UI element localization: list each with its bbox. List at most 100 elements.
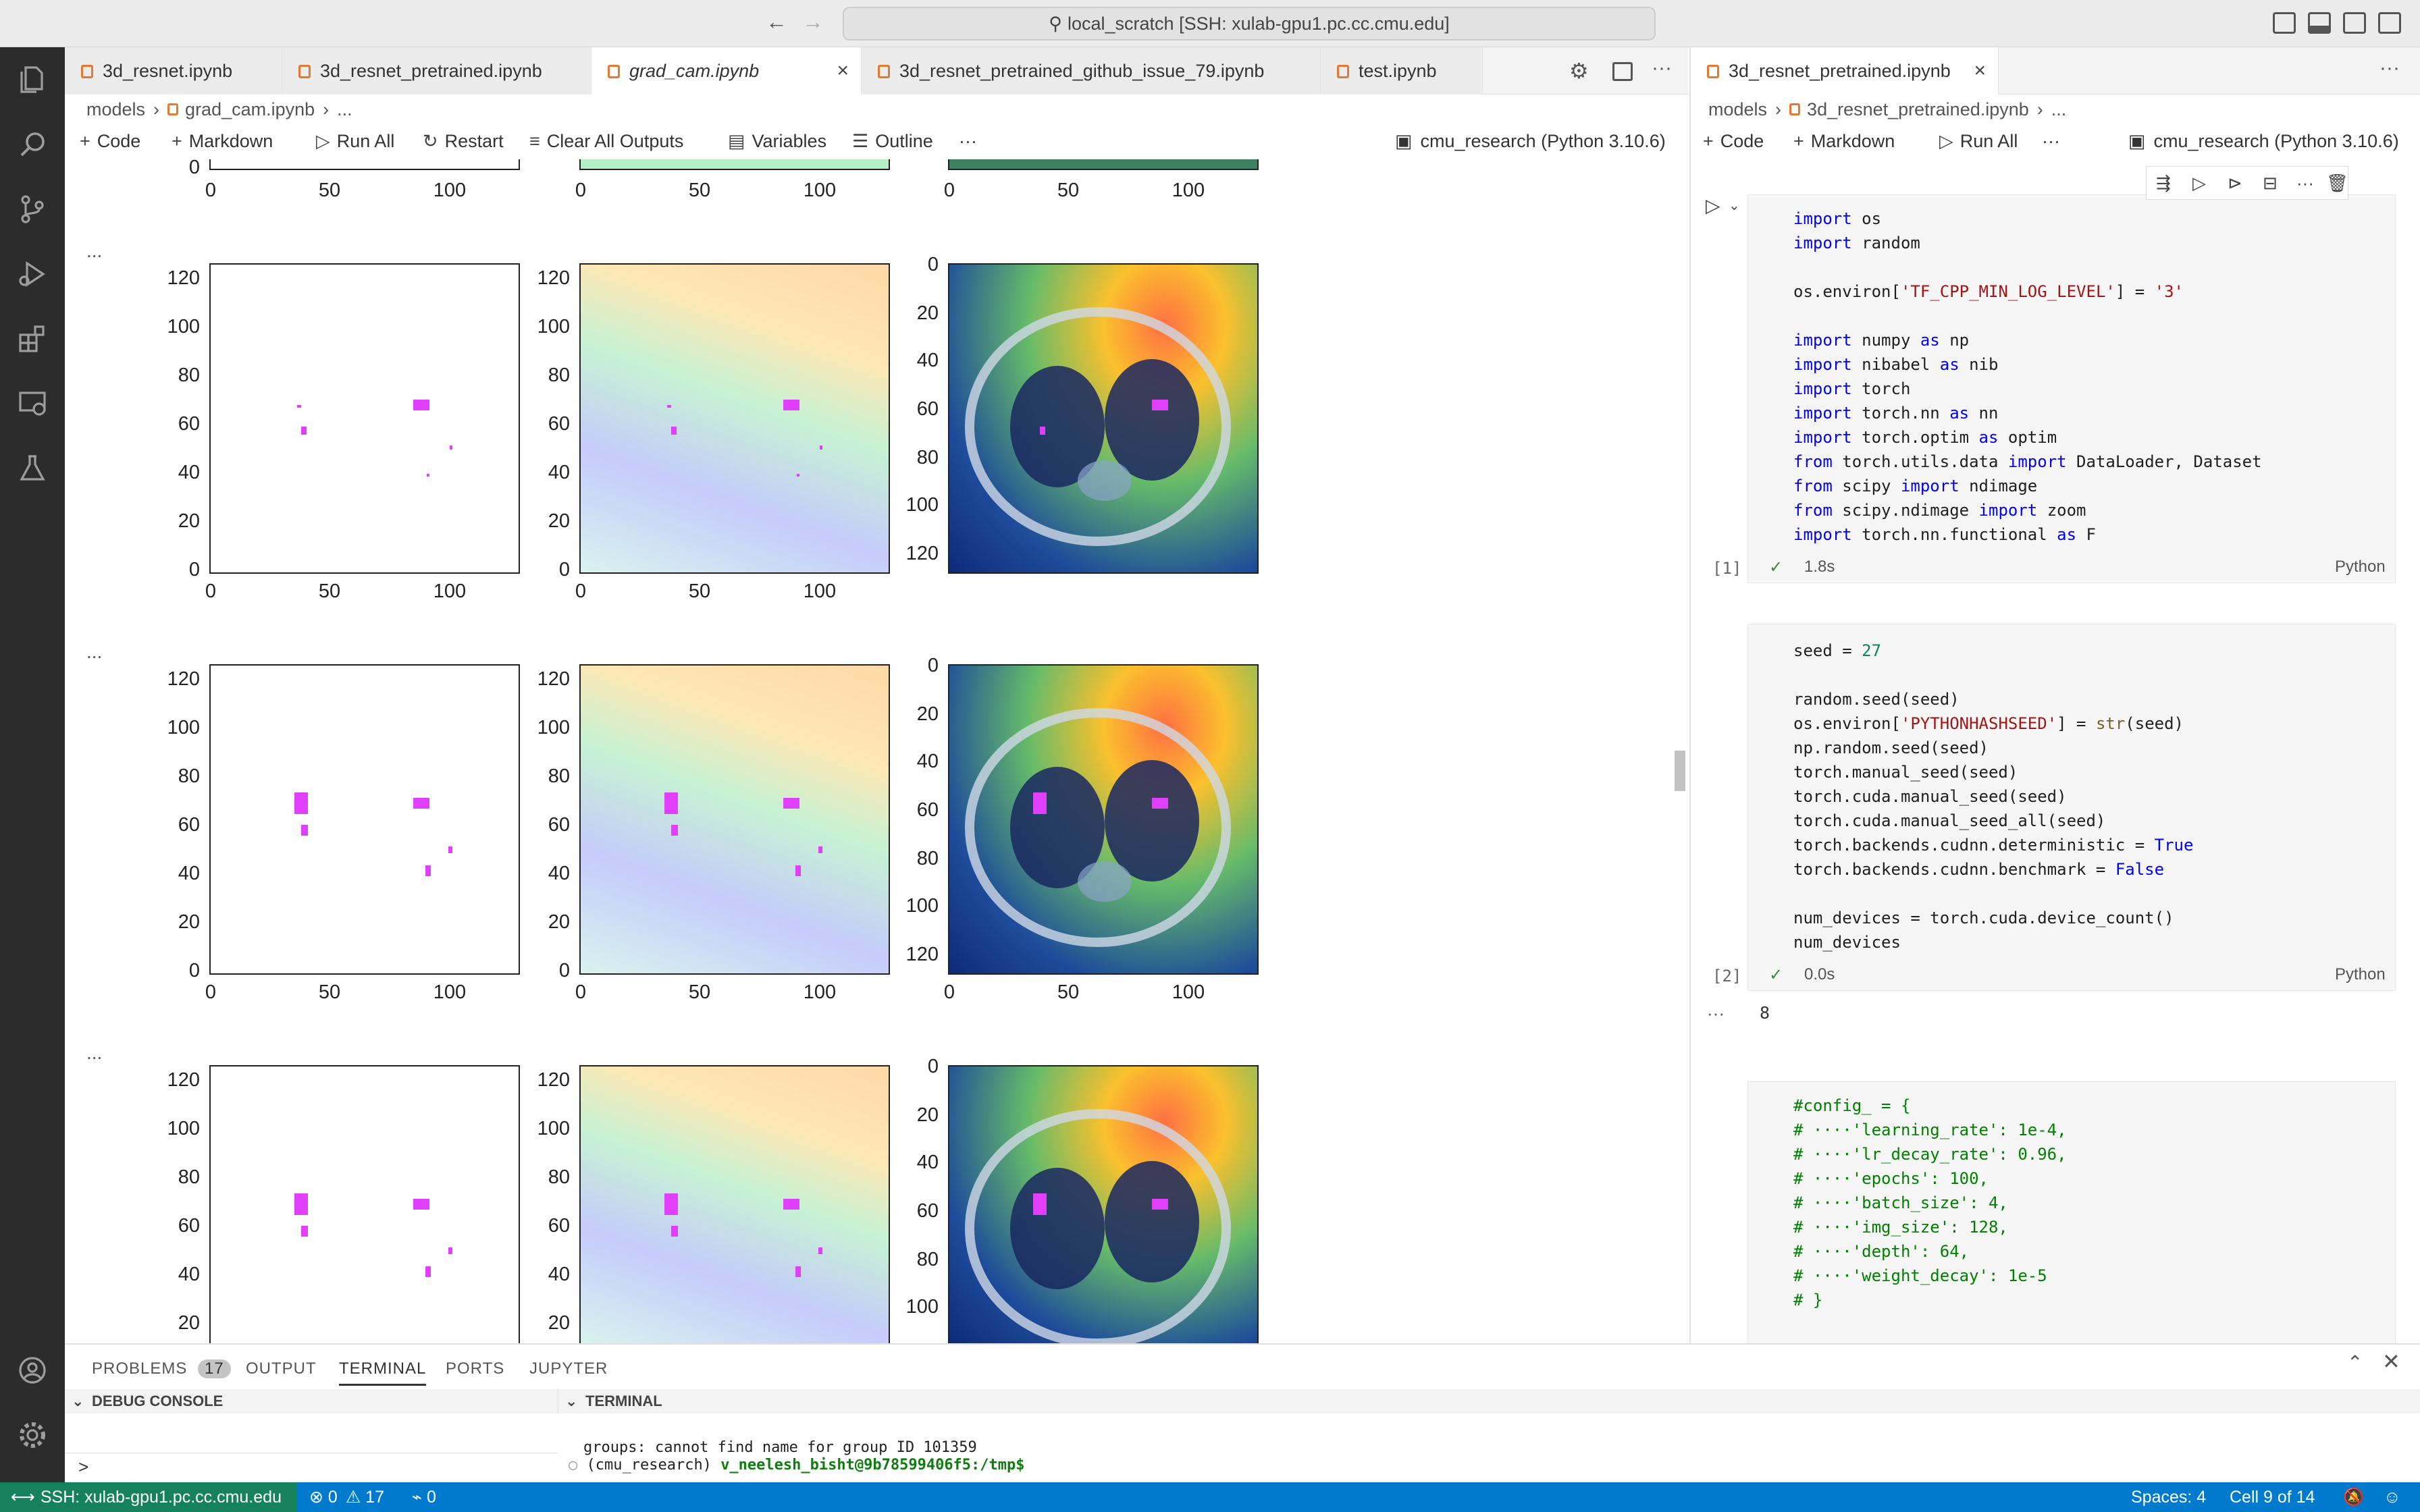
notebook-icon: [878, 65, 890, 78]
accounts-icon[interactable]: [16, 1354, 49, 1386]
outline-button[interactable]: ☰ Outline: [852, 124, 933, 158]
code-cell-2-source[interactable]: seed = 27 random.seed(seed) os.environ['…: [1793, 641, 2194, 952]
output-ellipsis[interactable]: ...: [86, 240, 103, 261]
run-cell-icon[interactable]: ▷: [1706, 195, 1720, 216]
cell-position-indicator[interactable]: Cell 9 of 14: [2230, 1488, 2315, 1507]
feedback-icon[interactable]: ☺: [2384, 1488, 2401, 1507]
tab-terminal[interactable]: TERMINAL: [339, 1359, 427, 1386]
code-cell-1-source[interactable]: import os import random os.environ['TF_C…: [1793, 209, 2262, 544]
chevron-down-icon[interactable]: ⌄: [72, 1393, 84, 1409]
editor-scrollbar-thumb[interactable]: [1675, 751, 1685, 791]
execute-below-icon[interactable]: ⊳: [2228, 173, 2242, 193]
gear-icon[interactable]: ⚙: [1569, 59, 1589, 83]
run-all-button[interactable]: ▷ Run All: [316, 124, 394, 158]
problems-indicator[interactable]: ⊗ 0 ⚠ 17: [309, 1488, 384, 1507]
more-actions-icon[interactable]: ···: [1652, 57, 1672, 79]
clear-all-outputs-button[interactable]: ≡ Clear All Outputs: [529, 124, 683, 158]
forward-arrow-icon[interactable]: →: [802, 9, 824, 34]
execute-above-icon[interactable]: ⇶: [2156, 173, 2171, 193]
cell-language[interactable]: Python: [2335, 965, 2386, 983]
y-tick: 60: [916, 799, 939, 821]
search-icon[interactable]: [16, 128, 49, 161]
y-tick: 60: [548, 814, 570, 836]
x-tick: 100: [803, 580, 837, 602]
tab-3d-resnet-pretrained-right[interactable]: 3d_resnet_pretrained.ipynb ×: [1691, 47, 1999, 94]
x-tick: 0: [205, 580, 217, 602]
tab-3d-resnet-pretrained[interactable]: 3d_resnet_pretrained.ipynb: [282, 47, 591, 94]
toggle-primary-sidebar-icon[interactable]: [2273, 12, 2296, 34]
variables-button[interactable]: ▤ Variables: [728, 124, 826, 158]
cell-2-output: 8: [1760, 1003, 1770, 1023]
tab-test[interactable]: test.ipynb: [1321, 47, 1483, 94]
close-tab-icon[interactable]: ×: [837, 59, 849, 82]
delete-cell-icon[interactable]: 🗑: [2326, 173, 2349, 193]
tab-ports[interactable]: PORTS: [446, 1359, 505, 1378]
split-editor-icon[interactable]: [1612, 62, 1633, 81]
toolbar-more-button[interactable]: ···: [959, 131, 977, 151]
remote-explorer-icon[interactable]: [16, 387, 49, 420]
indentation-indicator[interactable]: Spaces: 4: [2131, 1488, 2207, 1507]
tab-github-issue-79[interactable]: 3d_resnet_pretrained_github_issue_79.ipy…: [862, 47, 1321, 94]
x-tick: 0: [575, 580, 587, 602]
notifications-muted-icon[interactable]: 🔕: [2343, 1488, 2365, 1507]
x-tick: 100: [433, 580, 467, 602]
cell-language[interactable]: Python: [2335, 558, 2386, 576]
settings-gear-icon[interactable]: [16, 1419, 49, 1451]
kernel-icon: ▣: [1395, 131, 1413, 151]
tab-3d-resnet[interactable]: 3d_resnet.ipynb: [65, 47, 282, 94]
chevron-down-icon[interactable]: ⌄: [565, 1393, 578, 1409]
y-tick: 120: [905, 944, 939, 965]
code-cell-3[interactable]: [1747, 1081, 2396, 1343]
run-all-button[interactable]: ▷ Run All: [1939, 124, 2018, 158]
output-ellipsis[interactable]: ...: [86, 641, 103, 662]
toggle-secondary-sidebar-icon[interactable]: [2343, 12, 2366, 34]
run-debug-icon[interactable]: [16, 258, 49, 290]
tab-jupyter[interactable]: JUPYTER: [529, 1359, 608, 1378]
add-code-cell-button[interactable]: + Code: [80, 124, 140, 158]
kernel-picker-right[interactable]: ▣ cmu_research (Python 3.10.6): [2128, 131, 2399, 151]
more-actions-icon[interactable]: ···: [2379, 57, 2400, 79]
add-markdown-cell-button[interactable]: + Markdown: [172, 124, 273, 158]
ports-indicator[interactable]: ⌁ 0: [412, 1488, 436, 1507]
code-cell-2[interactable]: [1747, 624, 2396, 991]
add-markdown-cell-button[interactable]: + Markdown: [1793, 124, 1895, 158]
explorer-icon[interactable]: [16, 63, 49, 96]
output-ellipsis[interactable]: ...: [86, 1042, 103, 1063]
maximize-panel-icon[interactable]: ⌃: [2347, 1352, 2363, 1373]
extensions-icon[interactable]: [16, 323, 49, 355]
split-cell-icon[interactable]: ⊟: [2263, 173, 2278, 193]
close-panel-icon[interactable]: ✕: [2382, 1349, 2400, 1374]
terminal-output[interactable]: groups: cannot find name for group ID 10…: [569, 1439, 1025, 1474]
command-center[interactable]: ⚲ local_scratch [SSH: xulab-gpu1.pc.cc.cm…: [843, 7, 1656, 40]
chevron-down-icon[interactable]: ⌄: [1729, 198, 1740, 213]
remote-indicator[interactable]: ⟷ SSH: xulab-gpu1.pc.cc.cmu.edu: [0, 1482, 297, 1512]
kernel-picker-left[interactable]: ▣ cmu_research (Python 3.10.6): [1395, 131, 1666, 151]
debug-console-input[interactable]: >: [65, 1453, 558, 1480]
execute-cell-below-icon[interactable]: ▷: [2192, 173, 2206, 193]
more-icon[interactable]: ···: [2296, 173, 2314, 193]
close-tab-icon[interactable]: ×: [1974, 59, 1986, 82]
testing-icon[interactable]: [16, 452, 49, 485]
y-tick: 20: [548, 1312, 570, 1334]
y-tick: 80: [548, 364, 570, 386]
code-cell-3-source[interactable]: #config_ = { # ····'learning_rate': 1e-4…: [1793, 1096, 2067, 1310]
customize-layout-icon[interactable]: [2378, 12, 2401, 34]
y-tick: 40: [548, 462, 570, 483]
back-arrow-icon[interactable]: ←: [766, 9, 787, 34]
restart-button[interactable]: ↻ Restart: [423, 124, 504, 158]
add-code-cell-button[interactable]: + Code: [1703, 124, 1764, 158]
mask-plot: [209, 664, 520, 975]
activity-bar: [0, 47, 65, 1482]
y-tick: 100: [905, 1296, 939, 1318]
y-tick: 0: [558, 559, 570, 580]
source-control-icon[interactable]: [16, 193, 49, 225]
toggle-panel-icon[interactable]: [2308, 12, 2331, 34]
toolbar-more-button[interactable]: ···: [2042, 131, 2060, 151]
output-ellipsis[interactable]: ···: [1707, 1003, 1725, 1023]
tab-problems[interactable]: PROBLEMS 17: [92, 1359, 231, 1378]
tab-output[interactable]: OUTPUT: [246, 1359, 317, 1378]
error-icon: ⊗: [309, 1488, 328, 1507]
tab-grad-cam[interactable]: grad_cam.ipynb ×: [591, 47, 862, 94]
ct-scan-image: [965, 708, 1231, 947]
code-cell-1[interactable]: [1747, 194, 2396, 583]
